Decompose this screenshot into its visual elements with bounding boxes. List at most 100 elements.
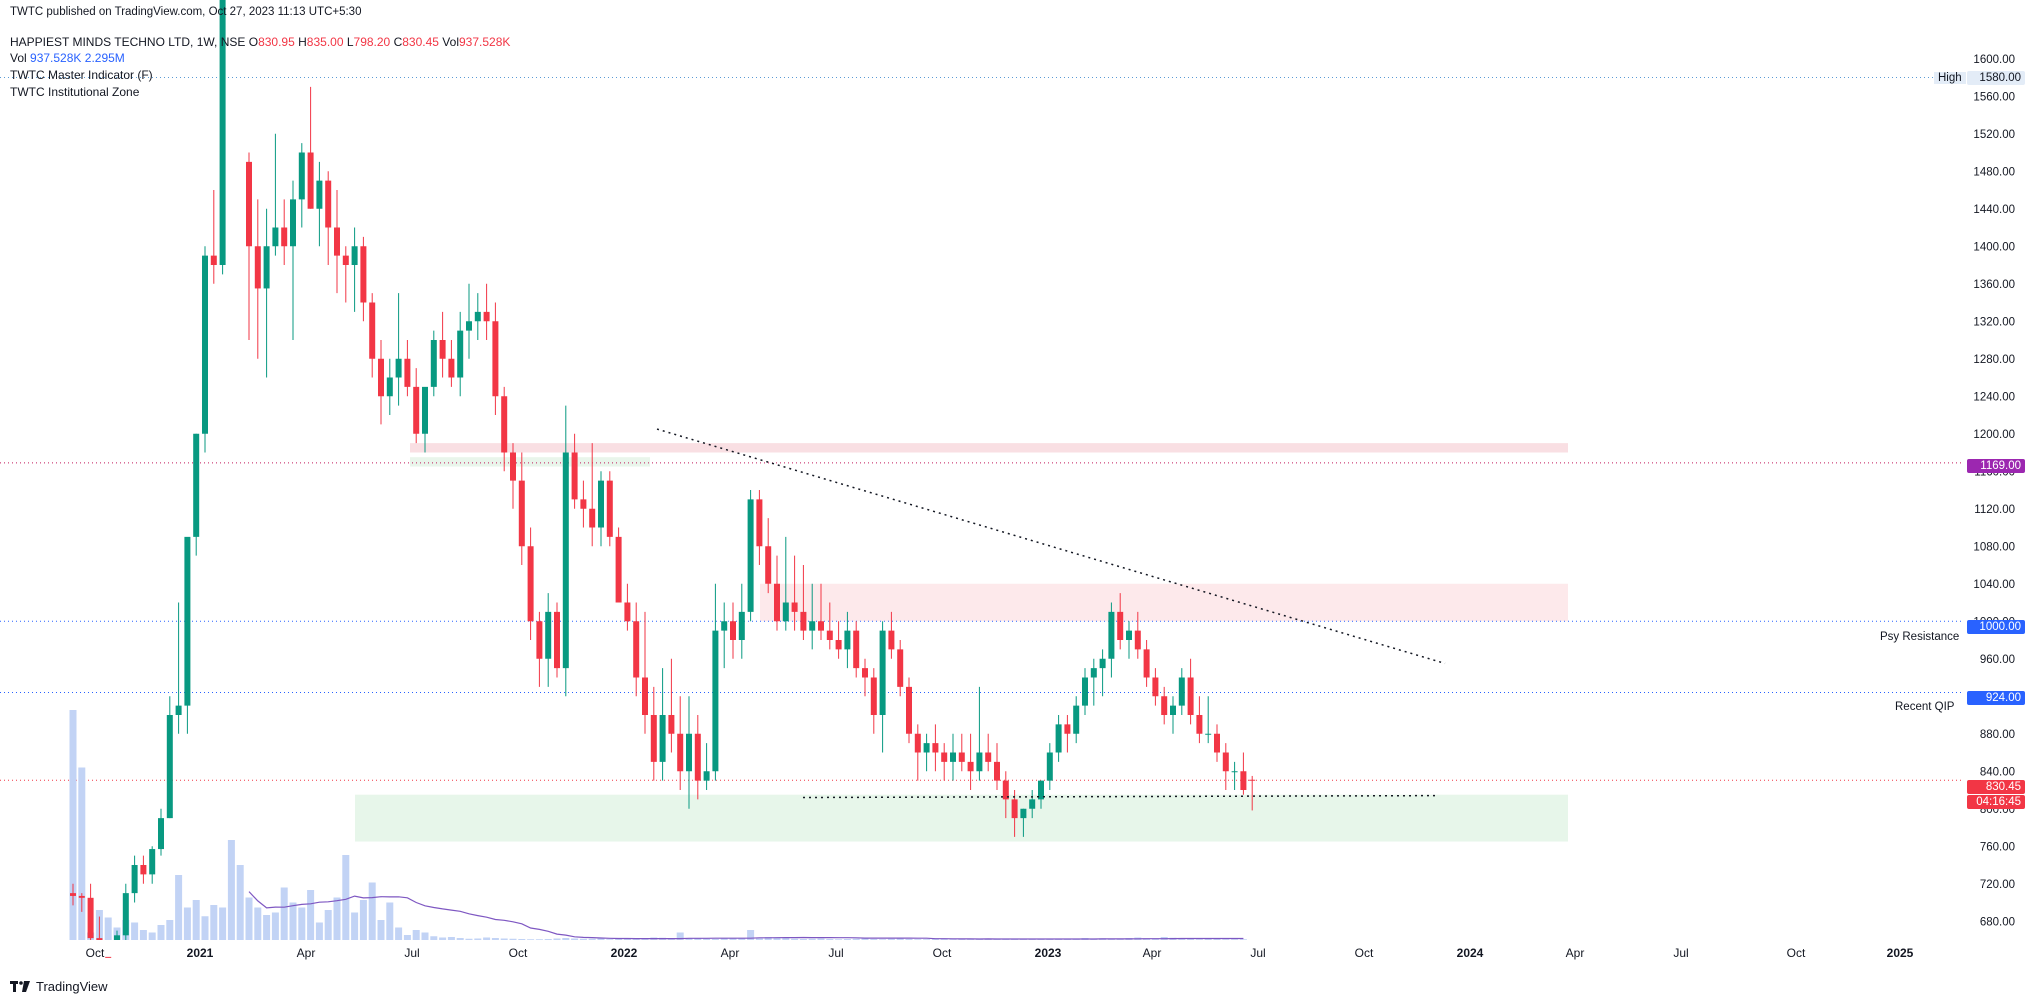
candle-body	[422, 386, 428, 434]
candle-body	[1020, 808, 1027, 819]
qip-price-tag: 924.00	[1967, 691, 2025, 705]
volume-bar	[412, 930, 420, 940]
candle-body	[1240, 771, 1247, 790]
candle-body	[554, 611, 560, 669]
y-tick-label: 720.00	[1980, 879, 2015, 891]
candle-body	[78, 895, 85, 898]
candle-body	[721, 621, 728, 631]
y-tick-label: 1600.00	[1973, 54, 2015, 66]
candle-body	[1126, 630, 1132, 640]
volume-bar	[69, 710, 77, 940]
volume-bar	[359, 900, 367, 940]
candle-body	[642, 677, 648, 715]
descending-trendline	[656, 428, 1446, 665]
volume-bar	[263, 915, 271, 940]
volume-bar	[588, 938, 596, 940]
low-label: L	[346, 35, 354, 49]
indicator-zone[interactable]: TWTC Institutional Zone	[10, 85, 140, 99]
volume-bar	[483, 937, 491, 940]
volume-bar	[896, 938, 904, 940]
candle-body	[536, 621, 543, 659]
candle-body	[1038, 780, 1044, 800]
candle-body	[1002, 780, 1009, 800]
candle-body	[677, 733, 684, 772]
x-tick-label: Oct	[933, 946, 952, 960]
candle-body	[870, 677, 877, 715]
tradingview-logo-icon	[10, 980, 30, 992]
volume-bar	[395, 927, 403, 940]
volume-bar	[474, 938, 482, 940]
candle-body	[650, 715, 657, 762]
candle-body	[633, 621, 640, 678]
candle-body	[87, 897, 94, 939]
candle-body	[765, 546, 772, 584]
candle-body	[386, 377, 393, 397]
volume-bar	[711, 939, 719, 940]
volume-bar	[157, 925, 165, 940]
candle-body	[510, 452, 516, 481]
candle-body	[1108, 611, 1115, 659]
volume-bar	[755, 938, 763, 940]
volume-bar	[271, 912, 279, 940]
x-tick-label: Apr	[297, 946, 316, 960]
footer-brand[interactable]: TradingView	[10, 979, 108, 994]
candle-body	[131, 865, 138, 894]
candle-body	[756, 499, 763, 547]
y-tick-label: 1480.00	[1973, 166, 2015, 178]
volume-bar	[456, 938, 464, 940]
candle-body	[1073, 705, 1080, 734]
candle-body	[606, 480, 613, 537]
candle-body	[1082, 677, 1088, 706]
candle-body	[1117, 611, 1124, 640]
volume-bar	[333, 897, 341, 940]
candle-body	[747, 499, 754, 612]
y-tick-label: 1560.00	[1973, 91, 2015, 103]
candle-body	[932, 743, 939, 753]
candle-body	[879, 630, 886, 715]
candle-body	[342, 255, 349, 265]
candle-body	[1161, 696, 1168, 715]
candle-body	[1205, 733, 1212, 735]
candle-body	[298, 152, 305, 200]
candle-body	[70, 893, 76, 896]
volume-bar	[579, 938, 587, 940]
candle-body	[906, 686, 912, 734]
volume-bar	[1222, 939, 1230, 940]
support-zone-upper	[410, 457, 650, 467]
volume-bar	[729, 938, 737, 940]
volume-bar	[139, 930, 147, 940]
volume-bar	[315, 922, 323, 940]
candle-body	[826, 630, 833, 640]
candle-body	[694, 733, 701, 781]
candle-body	[202, 255, 208, 434]
candle-body	[589, 508, 596, 528]
volume-bar	[720, 938, 728, 940]
candle-body	[122, 893, 129, 936]
candle-body	[210, 255, 217, 265]
y-tick-label: 760.00	[1980, 841, 2015, 853]
volume-line: Vol 937.528K 2.295M	[10, 51, 125, 66]
candle-body	[950, 752, 956, 762]
candle-body	[844, 630, 851, 650]
candle-body	[114, 935, 120, 940]
volume-bar	[641, 938, 649, 940]
x-tick-label: Apr	[1143, 946, 1162, 960]
demand-zone	[355, 794, 1568, 842]
candle-body	[598, 480, 604, 528]
indicator-master[interactable]: TWTC Master Indicator (F)	[10, 68, 153, 82]
volume-bar	[887, 938, 895, 940]
candle-body	[1029, 799, 1036, 809]
high-label: H	[298, 35, 307, 49]
volume-bar	[491, 938, 499, 940]
candle-body	[1222, 752, 1229, 772]
candle-body	[483, 311, 490, 322]
candle-body	[1090, 668, 1097, 678]
candle-body	[624, 602, 631, 622]
volume-label: Vol	[442, 35, 459, 49]
candle-body	[492, 321, 499, 397]
candle-body	[466, 321, 472, 331]
volume-bar	[175, 875, 183, 940]
volume-bar	[289, 902, 297, 940]
volume-bar	[1213, 939, 1221, 940]
